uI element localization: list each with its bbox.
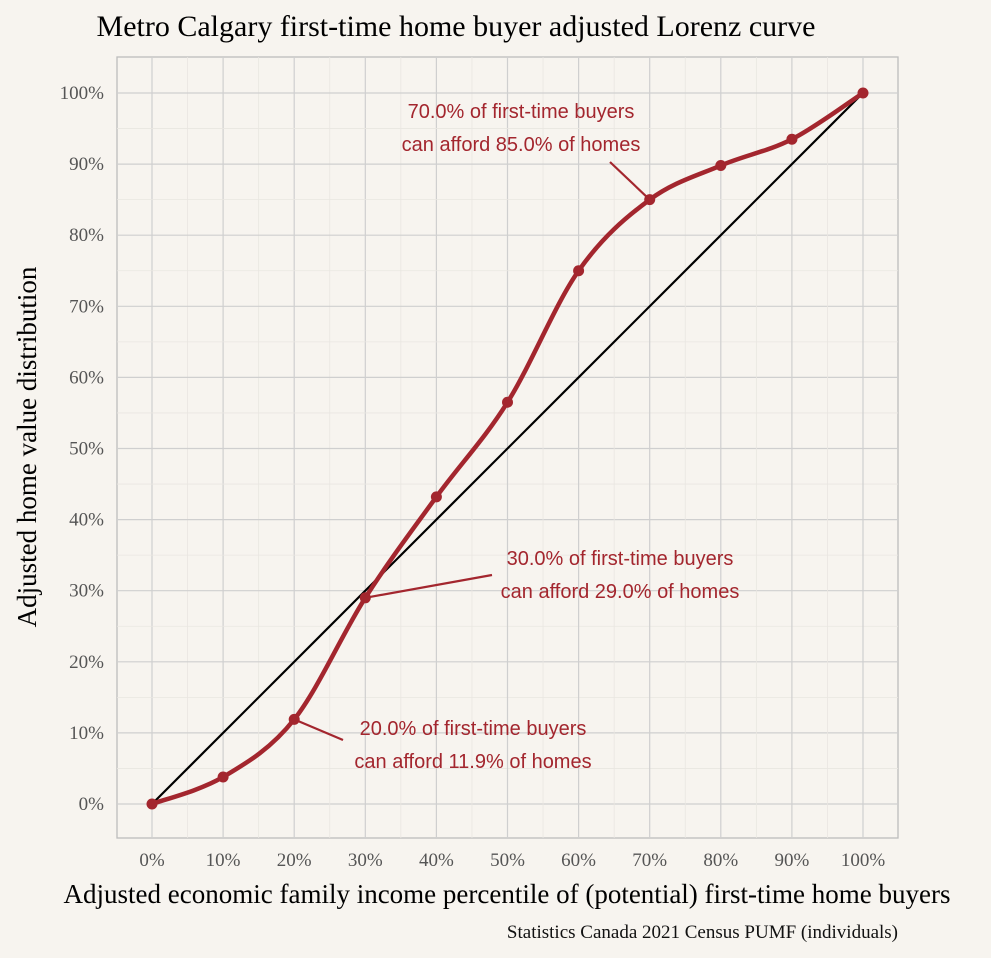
- y-tick-label: 0%: [79, 794, 105, 815]
- y-tick-label: 70%: [69, 296, 104, 317]
- lorenz-point: [430, 491, 442, 503]
- x-tick-label: 80%: [703, 850, 738, 871]
- x-tick-label: 60%: [561, 850, 596, 871]
- x-tick-label: 70%: [632, 850, 667, 871]
- chart-caption: Statistics Canada 2021 Census PUMF (indi…: [507, 922, 898, 943]
- lorenz-point: [715, 160, 727, 172]
- y-tick-label: 100%: [60, 83, 105, 104]
- y-tick-labels: 0% 10% 20% 30% 40% 50% 60% 70% 80% 90% 100%: [60, 83, 105, 815]
- lorenz-point: [786, 133, 798, 145]
- annotation-label: can afford 29.0% of homes: [501, 581, 740, 603]
- y-axis-title: Adjusted home value distribution: [12, 266, 42, 627]
- y-tick-label: 90%: [69, 154, 104, 175]
- lorenz-point: [217, 771, 229, 783]
- annotation-leader: [365, 573, 493, 599]
- y-tick-label: 20%: [69, 652, 104, 673]
- y-tick-label: 60%: [69, 367, 104, 388]
- x-axis-title: Adjusted economic family income percenti…: [64, 879, 951, 909]
- annotation-label: 30.0% of first-time buyers: [507, 548, 734, 570]
- lorenz-point: [857, 87, 869, 99]
- lorenz-point: [146, 798, 158, 810]
- annotation-label: can afford 11.9% of homes: [354, 751, 591, 773]
- x-tick-label: 90%: [774, 850, 809, 871]
- lorenz-point: [573, 265, 585, 277]
- x-tick-label: 100%: [841, 850, 886, 871]
- x-tick-label: 40%: [419, 850, 454, 871]
- y-tick-label: 40%: [69, 510, 104, 531]
- x-tick-labels: 0% 10% 20% 30% 40% 50% 60% 70% 80% 90% 100%: [139, 850, 885, 871]
- lorenz-point: [502, 396, 513, 408]
- chart-title: Metro Calgary first-time home buyer adju…: [97, 10, 816, 43]
- y-tick-label: 80%: [69, 225, 104, 246]
- annotation-label: can afford 85.0% of homes: [402, 134, 641, 156]
- gridlines: [117, 57, 898, 838]
- annotation-label: 70.0% of first-time buyers: [408, 101, 635, 123]
- x-tick-label: 50%: [490, 850, 525, 871]
- equality-line: [151, 92, 864, 805]
- annotation-leader: [293, 718, 344, 742]
- x-tick-label: 10%: [206, 850, 241, 871]
- annotation-leader: [609, 161, 651, 201]
- y-tick-label: 50%: [69, 439, 104, 460]
- x-tick-label: 20%: [277, 850, 312, 871]
- x-tick-label: 30%: [348, 850, 383, 871]
- annotation-label: 20.0% of first-time buyers: [360, 718, 587, 740]
- x-tick-label: 0%: [139, 850, 165, 871]
- y-tick-label: 10%: [69, 723, 104, 744]
- annotations: 70.0% of first-time buyers can afford 85.…: [293, 101, 740, 773]
- y-tick-label: 30%: [69, 581, 104, 602]
